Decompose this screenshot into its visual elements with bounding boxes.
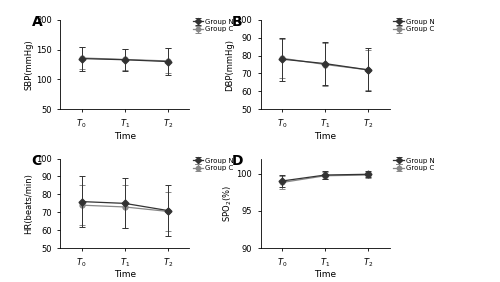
X-axis label: Time: Time (314, 270, 336, 279)
Legend: Group N, Group C: Group N, Group C (193, 19, 234, 32)
Y-axis label: HR(beats/min): HR(beats/min) (24, 173, 33, 234)
X-axis label: Time: Time (114, 270, 136, 279)
Y-axis label: SBP(mmHg): SBP(mmHg) (24, 39, 33, 90)
Legend: Group N, Group C: Group N, Group C (193, 158, 234, 171)
X-axis label: Time: Time (114, 131, 136, 140)
X-axis label: Time: Time (314, 131, 336, 140)
Text: A: A (32, 15, 42, 29)
Text: B: B (232, 15, 242, 29)
Legend: Group N, Group C: Group N, Group C (394, 158, 434, 171)
Y-axis label: SPO$_2$(%): SPO$_2$(%) (221, 185, 234, 222)
Y-axis label: DBP(mmHg): DBP(mmHg) (224, 39, 234, 91)
Text: C: C (32, 154, 42, 168)
Text: D: D (232, 154, 243, 168)
Legend: Group N, Group C: Group N, Group C (394, 19, 434, 32)
